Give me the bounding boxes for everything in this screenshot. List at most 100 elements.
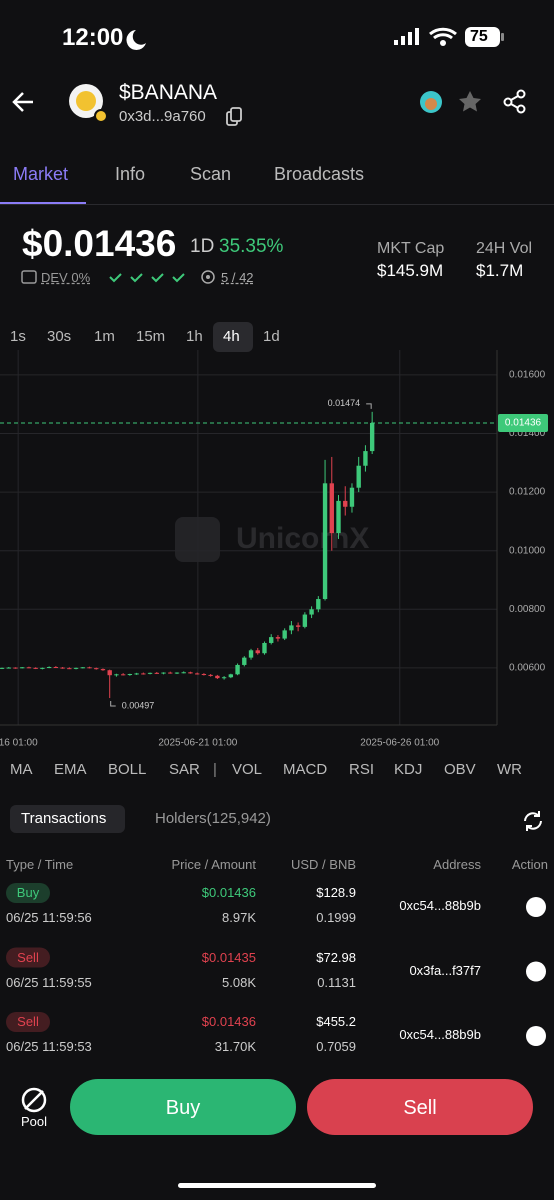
row-price: $0.01435	[201, 949, 256, 965]
candle-body	[161, 672, 166, 674]
sell-button[interactable]	[307, 1079, 533, 1135]
candle-body	[46, 666, 52, 668]
row-time: 06/25 11:59:55	[6, 974, 92, 990]
indicator[interactable]: KDJ	[394, 761, 423, 778]
candle-body	[255, 650, 260, 654]
tab[interactable]: Info	[115, 164, 146, 184]
candle-body	[26, 667, 32, 669]
row-amount: 31.70K	[214, 1039, 256, 1054]
candle-body	[309, 609, 314, 615]
indicator[interactable]: MACD	[283, 761, 328, 778]
action-icon[interactable]	[526, 1026, 546, 1046]
y-tick-label: 0.01000	[509, 545, 546, 556]
sell-label[interactable]: Sell	[403, 1097, 437, 1119]
indicator[interactable]: VOL	[232, 761, 263, 778]
divider	[0, 204, 554, 205]
separator: |	[213, 761, 217, 778]
y-tick-label: 0.01600	[509, 370, 546, 381]
table-header: Price / Amount	[171, 857, 256, 872]
candle-body	[215, 675, 220, 679]
tx-tab[interactable]: Transactions	[21, 810, 107, 827]
interval[interactable]: 4h	[223, 328, 240, 345]
action-icon[interactable]	[526, 897, 546, 917]
current-price-label: 0.01436	[505, 418, 542, 429]
footer	[21, 1079, 533, 1188]
chart: UnicornX 0.00600 0.00800 0.01000 0.01200 0.01…	[0, 350, 548, 749]
tab[interactable]: Market	[13, 164, 69, 184]
change: 35.35%	[219, 236, 284, 257]
row-address[interactable]: 0x3fa...f37f7	[409, 962, 481, 978]
header-icons	[12, 27, 526, 126]
stat-label: 24H Vol	[476, 240, 533, 257]
row-bnb: 0.1999	[316, 910, 356, 925]
candle-body	[168, 672, 173, 674]
stat-value: $145.9M	[377, 261, 444, 280]
period: 1D	[190, 236, 215, 257]
tx-tab-bg	[10, 805, 125, 833]
refresh-icon[interactable]	[520, 808, 546, 834]
interval[interactable]: 15m	[136, 328, 166, 345]
row-address[interactable]: 0xc54...88b9b	[399, 1027, 481, 1042]
indicator[interactable]: EMA	[54, 761, 87, 778]
row-bnb: 0.7059	[316, 1039, 356, 1054]
candle-body	[120, 674, 126, 676]
buy-label[interactable]: Buy	[165, 1097, 201, 1119]
row-usd: $72.98	[316, 949, 356, 965]
row-type: Buy	[16, 885, 40, 900]
tab[interactable]: Broadcasts	[274, 164, 365, 184]
interval-selected	[213, 322, 253, 352]
candle-body	[194, 673, 200, 675]
candle-body	[100, 669, 106, 671]
indicator[interactable]: SAR	[169, 761, 200, 778]
dev: DEV 0%	[41, 270, 91, 285]
candle-body	[316, 599, 321, 610]
candle-body	[141, 673, 146, 675]
candle-body	[20, 667, 25, 669]
candle-body	[33, 667, 38, 669]
buy-button[interactable]	[70, 1079, 296, 1135]
stat-label: MKT Cap	[377, 240, 445, 257]
interval[interactable]: 30s	[47, 328, 72, 345]
candle-body	[201, 674, 207, 676]
candle-body	[208, 674, 213, 676]
tab-indicator	[0, 202, 86, 205]
candle-body	[322, 483, 328, 600]
row-amount: 5.08K	[222, 974, 256, 990]
indicator[interactable]: BOLL	[108, 761, 147, 778]
tab[interactable]: Scan	[190, 164, 232, 184]
candle-body	[336, 500, 341, 534]
ratio: 5 / 42	[221, 270, 254, 285]
candle-body	[87, 667, 92, 669]
row-address[interactable]: 0xc54...88b9b	[399, 898, 481, 913]
candle-body	[248, 650, 254, 658]
pool-label[interactable]: Pool	[20, 1114, 48, 1129]
indicator[interactable]: WR	[497, 761, 522, 778]
row-amount: 8.97K	[222, 910, 256, 925]
candle-body	[114, 674, 119, 676]
action-icon[interactable]	[526, 961, 546, 982]
indicator[interactable]: MA	[10, 761, 33, 778]
candle-body	[60, 667, 65, 669]
candle-body	[6, 667, 11, 669]
status-time: 12:00	[62, 24, 124, 51]
interval[interactable]: 1m	[94, 328, 115, 345]
annotation-arrow	[110, 701, 116, 707]
candle-body	[302, 614, 308, 627]
table-header: Type / Time	[6, 857, 74, 872]
indicator[interactable]: RSI	[349, 761, 375, 778]
tx-tab[interactable]: Holders(125,942)	[155, 810, 271, 827]
interval[interactable]: 1h	[186, 328, 203, 345]
candle-body	[343, 500, 348, 507]
indicator[interactable]: OBV	[444, 761, 476, 778]
candle-body	[0, 667, 5, 669]
table-header: Action	[511, 857, 548, 872]
y-tick-label: 0.01200	[509, 487, 546, 498]
battery-level: 75	[470, 28, 488, 45]
candle-body	[369, 422, 375, 452]
interval[interactable]: 1d	[263, 328, 280, 345]
interval[interactable]: 1s	[10, 328, 26, 345]
row-bnb: 0.1131	[317, 974, 356, 990]
candle-body	[154, 672, 159, 674]
candle-body	[40, 667, 45, 669]
